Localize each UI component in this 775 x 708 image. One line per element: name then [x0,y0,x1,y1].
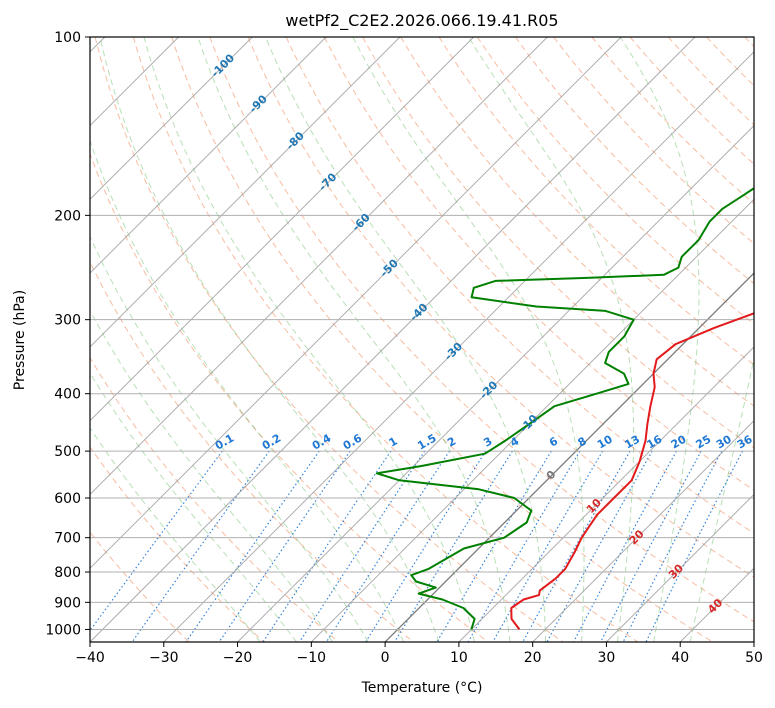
moist-adiabat [90,139,405,642]
isotherm [237,124,754,642]
y-tick-label: 800 [54,565,81,581]
moist-adiabat [143,37,475,642]
moist-adiabat [619,37,700,642]
dry-adiabats [90,37,754,642]
isotherm [458,346,754,642]
isotherm [606,493,754,642]
mixing-ratio-line [546,450,653,642]
mixing-ratio-line [90,450,223,632]
isotherm [90,37,622,569]
y-tick-label: 400 [54,387,81,403]
mixing-ratio-line [262,450,392,642]
moist-adiabat [90,371,297,642]
x-tick-label: −10 [297,650,327,666]
x-tick-label: −30 [149,650,179,666]
mixing-ratio-lines [90,450,744,642]
moist-adiabat [90,427,261,642]
y-tick-label: 700 [54,531,81,547]
x-tick-label: 20 [524,650,542,666]
dry-adiabat [132,37,639,642]
x-tick-label: 30 [598,650,616,666]
isotherm [90,37,696,642]
y-axis-ticks: 100 200 300 400 500 600 700 800 900 1000 [45,30,90,638]
plot-area [90,37,754,642]
mixing-ratio-line [522,450,631,642]
y-tick-label: 900 [54,595,81,611]
x-tick-label: 10 [450,650,468,666]
moist-adiabat [90,309,333,642]
isotherm [163,51,754,642]
mixing-ratio-line [299,450,426,642]
mixing-ratio-line [645,450,744,642]
x-tick-label: 0 [381,650,390,666]
temperature-profile [510,312,754,631]
isotherm [90,37,253,201]
dry-adiabat [94,37,564,642]
isotherm [90,37,401,348]
dry-adiabat [591,37,754,205]
moist-adiabat [197,37,511,642]
isotherm [90,37,475,422]
x-tick-label: 40 [671,650,689,666]
x-tick-label: −40 [75,650,105,666]
y-tick-label: 300 [54,313,81,329]
moist-adiabat [99,37,440,642]
x-tick-label: −20 [223,650,253,666]
dry-adiabat [209,37,754,623]
dry-adiabat [553,37,754,245]
mixing-ratio-line [622,450,723,642]
moist-adiabat [689,356,754,642]
dry-adiabat [171,37,713,642]
mixing-ratio-line [185,450,320,642]
x-axis-label: Temperature (°C) [361,680,483,696]
sounding-profiles [375,187,754,631]
y-axis-label: Pressure (hPa) [12,290,28,390]
y-tick-label: 1000 [45,622,81,638]
dry-adiabat [285,37,754,534]
y-tick-label: 600 [54,491,81,507]
isotherm [532,419,754,642]
dry-adiabat [438,37,754,366]
isotherm [90,37,548,496]
y-tick-label: 100 [54,30,81,46]
x-tick-label: 50 [745,650,763,666]
mixing-ratio-line [572,450,677,642]
dry-adiabat [323,37,754,491]
dry-adiabat [247,37,754,578]
dry-adiabat [90,446,265,642]
dry-adiabat [400,37,754,407]
x-axis-ticks: −40 −30 −20 −10 0 10 20 30 40 50 [75,642,763,666]
y-tick-label: 200 [54,208,81,224]
dry-adiabat [90,356,339,642]
isotherm [310,198,754,642]
chart-title: wetPf2_C2E2.2026.066.19.41.R05 [285,11,558,31]
dewpoint-profile [375,187,754,630]
dry-adiabat [90,260,414,642]
moist-adiabat [265,37,547,642]
y-tick-label: 500 [54,444,81,460]
plot-frame [89,36,755,643]
mixing-ratio-line [600,450,702,642]
isotherm [90,37,327,274]
mixing-ratio-line [492,450,604,642]
moist-adiabat [90,235,369,642]
mixing-ratio-line [218,450,351,642]
